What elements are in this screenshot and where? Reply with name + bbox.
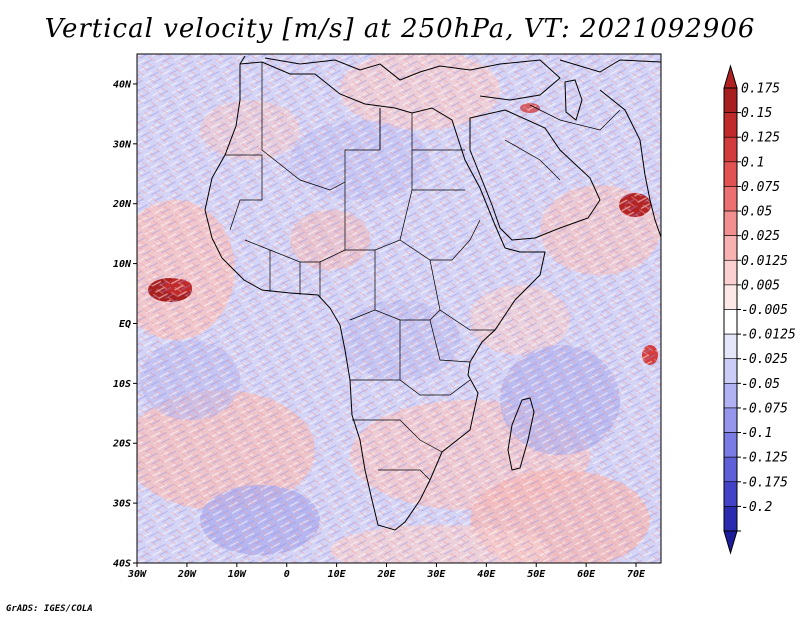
colorbar-label: 0.005	[741, 278, 780, 293]
lat-tick-label: 10S	[113, 379, 131, 390]
lon-tick-label: 10E	[328, 569, 347, 580]
lat-tick-label: 40N	[113, 79, 132, 90]
colorbar-label: 0.05	[741, 205, 772, 220]
lon-tick-label: 40E	[477, 569, 496, 580]
colorbar-swatch	[723, 309, 738, 335]
colorbar-swatch	[723, 136, 738, 163]
colorbar-border	[723, 87, 738, 532]
colorbar-swatch	[723, 284, 738, 310]
colorbar-label: -0.075	[741, 401, 788, 416]
colorbar-swatch	[723, 506, 738, 532]
lon-tick-label: 20W	[177, 569, 197, 580]
colorbar-swatch	[723, 481, 738, 507]
lat-tick-label: 40S	[113, 559, 131, 570]
colorbar-swatch	[723, 161, 738, 187]
colorbar-label: 0.0125	[741, 254, 788, 269]
lat-tick-label: 30N	[112, 139, 132, 150]
longitude-axis: 30W 20W 10W 0 10E 20E 30E 40E 50E 60E 70E	[127, 563, 646, 580]
lon-tick-label: 30E	[426, 569, 446, 580]
map-frame	[136, 53, 662, 564]
colorbar-label: -0.175	[741, 475, 788, 490]
colorbar-label: -0.125	[741, 451, 788, 466]
colorbar-label: -0.1	[741, 426, 772, 441]
colorbar-swatch	[723, 333, 738, 360]
colorbar-label: -0.005	[741, 303, 788, 318]
colorbar-swatch	[723, 259, 738, 286]
lat-tick-label: EQ	[119, 319, 131, 330]
lat-tick-label: 30S	[112, 499, 131, 510]
colorbar-label: -0.2	[741, 500, 772, 515]
colorbar-label: 0.175	[741, 82, 780, 97]
velocity-field	[137, 54, 661, 563]
grads-credit: GrADS: IGES/COLA	[6, 604, 93, 614]
lon-tick-label: 50E	[527, 569, 546, 580]
colorbar-swatch	[723, 407, 738, 433]
colorbar: 0.175 0.15 0.125 0.1 0.075 0.05 0.025 0.0125 0.0…	[723, 64, 796, 555]
colorbar-swatch	[723, 210, 738, 236]
colorbar-swatch	[723, 383, 738, 409]
colorbar-label: 0.15	[741, 106, 772, 121]
coastlines	[204, 55, 661, 531]
colorbar-swatch	[723, 456, 738, 483]
latitude-axis: 40N 30N 20N 10N EQ 10S 20S 30S 40S	[112, 79, 137, 570]
chart-title: Vertical velocity [m/s] at 250hPa, VT: 2…	[44, 14, 756, 44]
colorbar-swatch	[723, 186, 738, 212]
lon-tick-label: 0	[284, 569, 290, 580]
colorbar-label: 0.025	[741, 229, 780, 244]
colorbar-swatch	[723, 358, 738, 384]
lon-tick-label: 30W	[127, 569, 147, 580]
colorbar-swatch	[723, 87, 738, 113]
lon-tick-label: 60E	[577, 569, 596, 580]
lon-tick-label: 10W	[228, 569, 247, 580]
colorbar-swatch	[723, 112, 738, 138]
colorbar-top-arrow	[723, 64, 738, 89]
colorbar-label: 0.1	[741, 155, 764, 170]
lat-tick-label: 20S	[112, 439, 131, 450]
colorbar-label: -0.025	[741, 352, 788, 367]
colorbar-label: 0.075	[741, 180, 780, 195]
lon-tick-label: 20E	[376, 569, 396, 580]
lat-tick-label: 20N	[112, 199, 132, 210]
colorbar-label: 0.125	[741, 131, 780, 146]
colorbar-bottom-arrow	[723, 530, 738, 555]
lat-tick-label: 10N	[113, 259, 132, 270]
country-borders	[225, 62, 621, 481]
colorbar-swatch	[723, 432, 738, 458]
colorbar-label: -0.05	[741, 377, 780, 392]
lon-tick-label: 70E	[627, 569, 646, 580]
colorbar-label: -0.0125	[741, 328, 796, 343]
colorbar-swatch	[723, 235, 738, 261]
